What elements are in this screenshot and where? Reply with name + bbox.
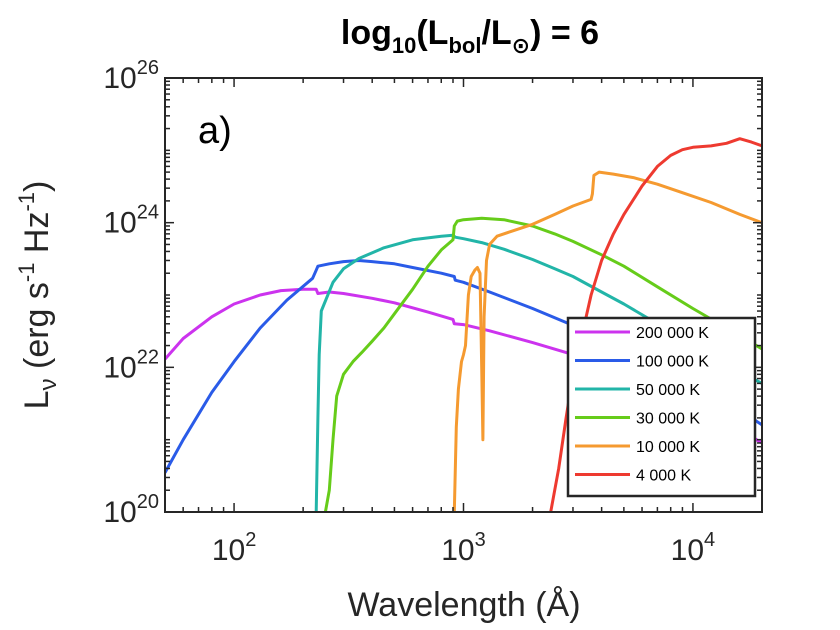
y-tick-label: 1022	[103, 346, 159, 384]
y-axis-label: Lν (erg s-1 Hz-1)	[14, 181, 62, 410]
x-tick-labels: 102 103 104	[212, 529, 715, 567]
legend-label: 50 000 K	[636, 382, 700, 399]
series-line-2	[314, 233, 762, 512]
chart-title: log10(Lbol/L⊙) = 6	[341, 14, 599, 58]
legend-label: 4 000 K	[636, 468, 691, 485]
x-tick-label: 102	[212, 529, 257, 567]
legend-label: 10 000 K	[636, 439, 700, 456]
y-tick-label: 1026	[103, 57, 159, 95]
tick-layer	[164, 77, 763, 513]
y-tick-label: 1020	[103, 491, 159, 529]
y-tick-label: 1024	[103, 202, 159, 240]
legend: 200 000 K 100 000 K 50 000 K 30 000 K 10 000…	[566, 316, 757, 498]
series-line-3	[323, 216, 762, 512]
x-tick-label: 104	[671, 529, 716, 567]
legend-label: 30 000 K	[636, 411, 700, 428]
y-tick-labels: 1020 1022 1024 1026	[103, 57, 159, 529]
legend-box	[566, 316, 757, 498]
series-line-4	[452, 170, 762, 512]
x-tick-label: 103	[441, 529, 486, 567]
x-axis-label: Wavelength (Å)	[347, 586, 580, 624]
legend-label: 200 000 K	[636, 325, 709, 342]
panel-label: a)	[198, 110, 232, 152]
legend-label: 100 000 K	[636, 354, 709, 371]
